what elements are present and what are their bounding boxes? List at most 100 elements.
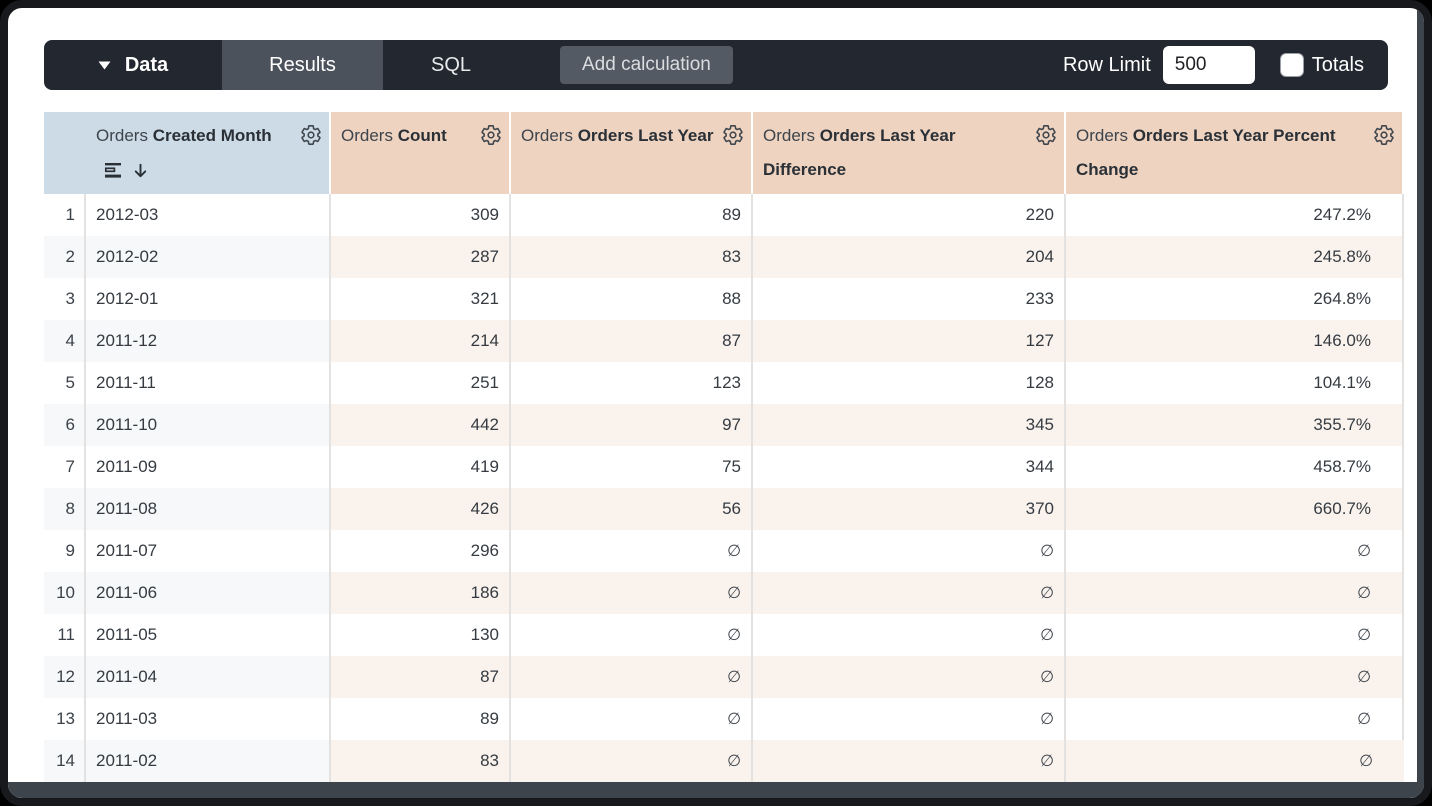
- created-month-cell[interactable]: 2011-04: [86, 656, 331, 698]
- data-section-label: Data: [124, 53, 169, 76]
- last-year-difference-cell[interactable]: 220: [753, 194, 1066, 236]
- count-cell[interactable]: 87: [331, 656, 511, 698]
- created-month-cell[interactable]: 2011-06: [86, 572, 331, 614]
- count-cell[interactable]: 309: [331, 194, 511, 236]
- count-cell[interactable]: 89: [331, 698, 511, 740]
- last-year-difference-cell[interactable]: 344: [753, 446, 1066, 488]
- column-header-created-month[interactable]: Orders Created Month: [86, 112, 331, 194]
- gear-icon[interactable]: [480, 124, 502, 146]
- null-value: ∅: [727, 711, 741, 728]
- column-header-orders-last-year-difference[interactable]: Orders Orders Last Year Difference: [753, 112, 1066, 194]
- null-value: ∅: [727, 627, 741, 644]
- orders-last-year-cell[interactable]: 89: [511, 194, 753, 236]
- created-month-cell[interactable]: 2011-12: [86, 320, 331, 362]
- created-month-cell[interactable]: 2011-02: [86, 740, 331, 782]
- orders-last-year-cell[interactable]: 123: [511, 362, 753, 404]
- null-value: ∅: [1040, 711, 1054, 728]
- created-month-cell[interactable]: 2012-03: [86, 194, 331, 236]
- last-year-difference-cell[interactable]: ∅: [753, 740, 1066, 782]
- last-year-difference-cell[interactable]: 127: [753, 320, 1066, 362]
- last-year-difference-cell[interactable]: ∅: [753, 656, 1066, 698]
- orders-last-year-cell[interactable]: 87: [511, 320, 753, 362]
- created-month-cell[interactable]: 2011-09: [86, 446, 331, 488]
- count-cell[interactable]: 287: [331, 236, 511, 278]
- created-month-cell[interactable]: 2011-08: [86, 488, 331, 530]
- count-cell[interactable]: 321: [331, 278, 511, 320]
- count-cell[interactable]: 419: [331, 446, 511, 488]
- last-year-difference-cell[interactable]: 345: [753, 404, 1066, 446]
- orders-last-year-cell[interactable]: 56: [511, 488, 753, 530]
- orders-last-year-cell[interactable]: ∅: [511, 572, 753, 614]
- orders-last-year-cell[interactable]: ∅: [511, 698, 753, 740]
- data-section-toggle[interactable]: Data: [44, 40, 222, 90]
- count-cell[interactable]: 214: [331, 320, 511, 362]
- last-year-percent-change-cell[interactable]: 146.0%: [1066, 320, 1404, 362]
- orders-last-year-cell[interactable]: ∅: [511, 530, 753, 572]
- last-year-difference-cell[interactable]: ∅: [753, 614, 1066, 656]
- count-cell[interactable]: 130: [331, 614, 511, 656]
- last-year-difference-cell[interactable]: 128: [753, 362, 1066, 404]
- created-month-cell[interactable]: 2011-07: [86, 530, 331, 572]
- last-year-percent-change-cell[interactable]: 245.8%: [1066, 236, 1404, 278]
- row-limit-label: Row Limit: [1062, 53, 1151, 76]
- created-month-cell[interactable]: 2012-01: [86, 278, 331, 320]
- last-year-percent-change-cell[interactable]: 458.7%: [1066, 446, 1404, 488]
- orders-last-year-cell[interactable]: ∅: [511, 614, 753, 656]
- orders-last-year-cell[interactable]: 75: [511, 446, 753, 488]
- created-month-cell[interactable]: 2011-05: [86, 614, 331, 656]
- null-value: ∅: [727, 543, 741, 560]
- created-month-cell[interactable]: 2011-03: [86, 698, 331, 740]
- last-year-percent-change-cell[interactable]: 355.7%: [1066, 404, 1404, 446]
- gear-icon[interactable]: [722, 124, 744, 146]
- column-header-count[interactable]: Orders Count: [331, 112, 511, 194]
- last-year-difference-cell[interactable]: ∅: [753, 530, 1066, 572]
- row-index-cell: 8: [44, 488, 86, 530]
- created-month-cell[interactable]: 2011-10: [86, 404, 331, 446]
- null-value: ∅: [1040, 543, 1054, 560]
- null-value: ∅: [727, 585, 741, 602]
- last-year-percent-change-cell[interactable]: 264.8%: [1066, 278, 1404, 320]
- last-year-percent-change-cell[interactable]: ∅: [1066, 572, 1404, 614]
- created-month-cell[interactable]: 2012-02: [86, 236, 331, 278]
- orders-last-year-cell[interactable]: 88: [511, 278, 753, 320]
- count-cell[interactable]: 186: [331, 572, 511, 614]
- null-value: ∅: [1040, 627, 1054, 644]
- last-year-difference-cell[interactable]: 370: [753, 488, 1066, 530]
- last-year-percent-change-cell[interactable]: ∅: [1066, 698, 1404, 740]
- last-year-percent-change-cell[interactable]: 660.7%: [1066, 488, 1404, 530]
- count-cell[interactable]: 426: [331, 488, 511, 530]
- orders-last-year-cell[interactable]: 97: [511, 404, 753, 446]
- row-index-cell: 1: [44, 194, 86, 236]
- count-cell[interactable]: 251: [331, 362, 511, 404]
- last-year-percent-change-cell[interactable]: ∅: [1066, 656, 1404, 698]
- add-calculation-button[interactable]: Add calculation: [560, 46, 733, 84]
- orders-last-year-cell[interactable]: 83: [511, 236, 753, 278]
- column-header-orders-last-year[interactable]: Orders Orders Last Year: [511, 112, 753, 194]
- tab-sql[interactable]: SQL: [430, 53, 472, 76]
- last-year-percent-change-cell[interactable]: ∅: [1066, 740, 1404, 782]
- last-year-difference-cell[interactable]: 204: [753, 236, 1066, 278]
- gear-icon[interactable]: [1373, 124, 1395, 146]
- last-year-percent-change-cell[interactable]: 104.1%: [1066, 362, 1404, 404]
- header-field-name: Orders Last Year: [577, 126, 714, 145]
- count-cell[interactable]: 442: [331, 404, 511, 446]
- last-year-difference-cell[interactable]: ∅: [753, 572, 1066, 614]
- row-index-cell: 11: [44, 614, 86, 656]
- last-year-difference-cell[interactable]: ∅: [753, 698, 1066, 740]
- last-year-percent-change-cell[interactable]: ∅: [1066, 530, 1404, 572]
- row-index-cell: 14: [44, 740, 86, 782]
- row-limit-input[interactable]: [1162, 46, 1255, 84]
- last-year-difference-cell[interactable]: 233: [753, 278, 1066, 320]
- gear-icon[interactable]: [300, 124, 322, 146]
- orders-last-year-cell[interactable]: ∅: [511, 740, 753, 782]
- gear-icon[interactable]: [1035, 124, 1057, 146]
- last-year-percent-change-cell[interactable]: 247.2%: [1066, 194, 1404, 236]
- tab-results[interactable]: Results: [222, 40, 383, 90]
- count-cell[interactable]: 296: [331, 530, 511, 572]
- totals-checkbox[interactable]: [1280, 54, 1303, 76]
- created-month-cell[interactable]: 2011-11: [86, 362, 331, 404]
- orders-last-year-cell[interactable]: ∅: [511, 656, 753, 698]
- last-year-percent-change-cell[interactable]: ∅: [1066, 614, 1404, 656]
- count-cell[interactable]: 83: [331, 740, 511, 782]
- column-header-orders-last-year-percent-change[interactable]: Orders Orders Last Year Percent Change: [1066, 112, 1404, 194]
